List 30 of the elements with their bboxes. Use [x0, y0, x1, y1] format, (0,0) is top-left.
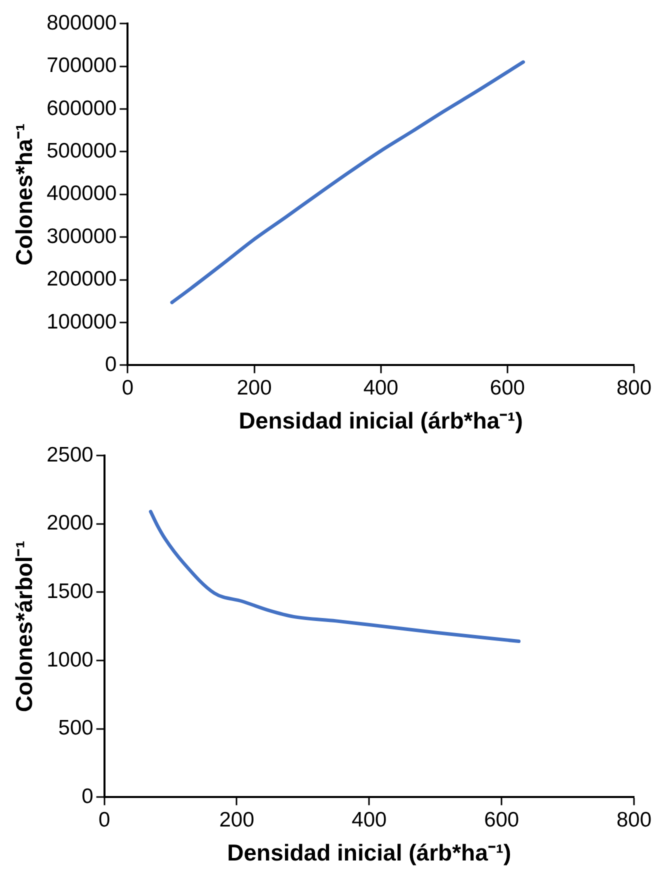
line-series [170, 60, 525, 304]
y-tick-label: 0 [82, 784, 94, 808]
x-tick-label: 200 [236, 376, 272, 400]
y-tick-label: 2000 [46, 512, 94, 535]
y-tick-label: 300000 [46, 224, 117, 248]
y-tick-label: 600000 [46, 96, 117, 120]
x-tick-label: 600 [490, 376, 525, 400]
y-tick-label: 1000 [46, 648, 94, 672]
y-tick-label: 200000 [46, 268, 117, 291]
x-axis-title: Densidad inicial (árb*ha⁻¹) [227, 840, 512, 866]
y-tick-label: 400000 [46, 182, 117, 206]
y-tick-label: 1500 [46, 580, 94, 604]
line-series [148, 510, 521, 644]
y-tick-label: 100000 [46, 310, 117, 334]
y-tick-label: 800000 [46, 11, 117, 34]
y-axis-title: Colones*ha⁻¹ [11, 123, 38, 266]
x-axis-title: Densidad inicial (árb*ha⁻¹) [238, 408, 523, 434]
x-tick-label: 0 [122, 376, 134, 400]
x-tick-label: 400 [352, 808, 387, 832]
x-tick-label: 400 [363, 376, 398, 400]
x-tick-label: 800 [616, 376, 652, 400]
y-axis-title: Colones*árbol⁻¹ [11, 540, 38, 712]
x-tick-label: 800 [616, 808, 652, 832]
y-tick-label: 500000 [46, 139, 117, 162]
x-tick-label: 200 [219, 808, 254, 832]
y-tick-label: 0 [104, 352, 117, 376]
y-tick-label: 500 [58, 716, 94, 740]
y-tick-label: 2500 [46, 443, 94, 466]
x-tick-label: 600 [484, 808, 520, 832]
y-tick-label: 700000 [46, 54, 117, 78]
